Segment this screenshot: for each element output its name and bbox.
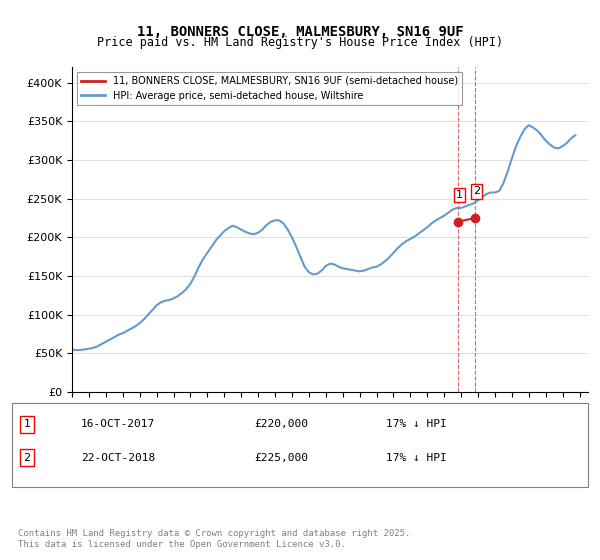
Legend: 11, BONNERS CLOSE, MALMESBURY, SN16 9UF (semi-detached house), HPI: Average pric: 11, BONNERS CLOSE, MALMESBURY, SN16 9UF … [77,72,462,105]
FancyBboxPatch shape [12,403,588,487]
Text: Contains HM Land Registry data © Crown copyright and database right 2025.
This d: Contains HM Land Registry data © Crown c… [18,529,410,549]
Text: 17% ↓ HPI: 17% ↓ HPI [386,453,447,463]
Text: 2: 2 [23,453,31,463]
Text: 1: 1 [456,190,463,200]
Text: 22-OCT-2018: 22-OCT-2018 [81,453,155,463]
Text: 11, BONNERS CLOSE, MALMESBURY, SN16 9UF: 11, BONNERS CLOSE, MALMESBURY, SN16 9UF [137,25,463,39]
Text: 2: 2 [473,186,480,197]
Text: 1: 1 [23,419,31,429]
Text: £225,000: £225,000 [254,453,308,463]
Text: £220,000: £220,000 [254,419,308,429]
Text: 16-OCT-2017: 16-OCT-2017 [81,419,155,429]
Text: 17% ↓ HPI: 17% ↓ HPI [386,419,447,429]
Text: Price paid vs. HM Land Registry's House Price Index (HPI): Price paid vs. HM Land Registry's House … [97,36,503,49]
